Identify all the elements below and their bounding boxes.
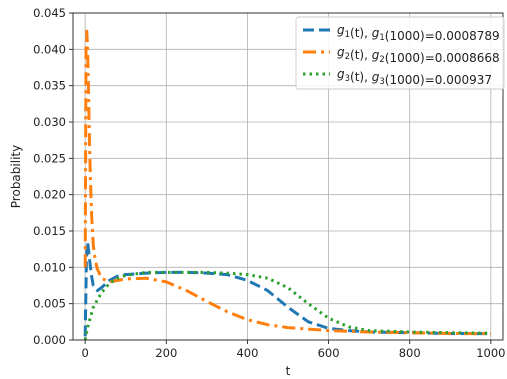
legend-label-1: g1(t), g1(1000)=0.0008789 xyxy=(337,23,500,43)
x-tick-label: 200 xyxy=(155,346,177,360)
x-tick-label: 400 xyxy=(236,346,258,360)
legend-label-2: g2(t), g2(1000)=0.0008668 xyxy=(337,45,500,65)
y-tick-label: 0.020 xyxy=(33,188,66,202)
y-tick-label: 0.000 xyxy=(33,333,66,347)
y-tick-label: 0.015 xyxy=(33,224,66,238)
y-tick-label: 0.030 xyxy=(33,115,66,129)
y-tick-label: 0.010 xyxy=(33,260,66,274)
legend-label-3: g3(t), g3(1000)=0.000937 xyxy=(337,67,492,87)
x-tick-label: 1000 xyxy=(476,346,505,360)
series-line-2 xyxy=(83,29,491,336)
plot-frame xyxy=(72,12,504,341)
series-line-1 xyxy=(83,240,491,337)
y-tick-label: 0.035 xyxy=(33,79,66,93)
legend-box xyxy=(295,16,505,90)
y-tick-label: 0.005 xyxy=(33,297,66,311)
series-line-3 xyxy=(83,270,491,341)
series-lines xyxy=(83,29,491,341)
x-axis-label: t xyxy=(286,364,291,378)
x-tick-label: 600 xyxy=(318,346,340,360)
y-tick-label: 0.025 xyxy=(33,151,66,165)
x-tick-label: 0 xyxy=(82,346,89,360)
y-tick-label: 0.040 xyxy=(33,42,66,56)
ticks: 0 200 400 600 800 1000 0.000 0.005 0.010 0.015 0.0… xyxy=(33,6,505,360)
y-axis-label: Probability xyxy=(9,145,23,208)
x-tick-label: 800 xyxy=(399,346,421,360)
y-tick-label: 0.045 xyxy=(33,6,66,20)
